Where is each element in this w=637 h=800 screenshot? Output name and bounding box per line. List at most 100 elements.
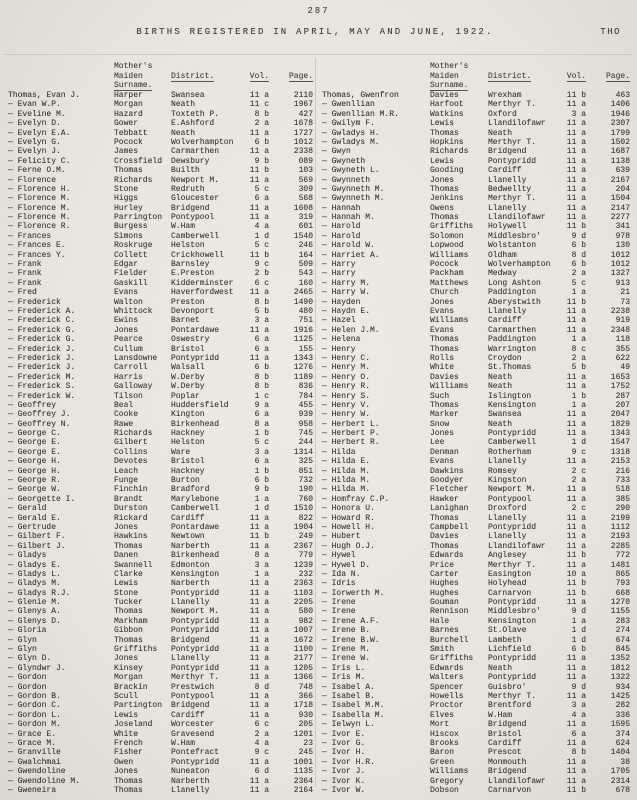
volume: 9 d	[571, 231, 586, 241]
table-row: — Gwynneth M. Thomas Bedwellty 11 a 204	[322, 185, 630, 194]
volume: 11 a	[249, 203, 269, 213]
page-ref: 2047	[610, 410, 630, 420]
page-ref: 580	[298, 607, 313, 617]
table-row: — Howard R. Thomas Llanelly 11 a 2199	[322, 514, 630, 523]
entry-name: — Frederick C.	[8, 316, 76, 326]
district: Worcester	[171, 720, 215, 730]
page-ref: 283	[615, 616, 630, 626]
page-ref: 1916	[293, 325, 313, 335]
volume: 1 d	[254, 231, 269, 241]
page-ref: 745	[298, 429, 313, 439]
district: Nuneaton	[171, 767, 210, 777]
mother-maiden-surname: Richards	[114, 175, 153, 185]
mother-maiden-surname: Denman	[430, 447, 459, 457]
table-row: — Gordon M. Joseland Worcester 6 c 205	[8, 720, 313, 729]
mother-maiden-surname: Jones	[114, 325, 139, 335]
page-ref: 822	[298, 513, 313, 523]
volume: 8 b	[254, 109, 269, 119]
page-ref: 130	[615, 241, 630, 251]
entry-name: — Haydn E.	[322, 306, 371, 316]
entry-name: — Florence	[8, 175, 57, 185]
district: Monmouth	[488, 757, 527, 767]
mother-maiden-surname: Williams	[430, 250, 469, 260]
entry-name: Thomas, Gwenfron	[322, 91, 399, 100]
volume: 8 b	[254, 382, 269, 392]
entry-name: — Gwladys M.	[322, 137, 380, 147]
district: Burton	[171, 476, 200, 486]
table-row: — Gwenllian M.R. Watkins Oxford 3 a 1946	[322, 110, 630, 119]
table-row: — Iris M. Walters Pontypridd 11 a 1322	[322, 673, 630, 682]
mother-maiden-surname: Proctor	[430, 701, 464, 711]
page-ref: 427	[298, 109, 313, 119]
table-row: — Evelyn D. Gower E.Ashford 2 a 1678	[8, 119, 313, 128]
page-ref: 569	[298, 175, 313, 185]
district: Paddington	[488, 335, 537, 345]
volume: 6 c	[254, 720, 269, 730]
mother-maiden-surname: Dobson	[430, 785, 459, 795]
page-ref: 1343	[293, 353, 313, 363]
entry-name: — Glyn	[8, 635, 37, 645]
volume: 11 a	[249, 541, 269, 551]
page-ref: 1125	[293, 335, 313, 345]
entry-name: — Gladys M.	[8, 579, 61, 589]
entry-name: — Iorwerth M.	[322, 588, 385, 598]
mother-maiden-surname: Roskruge	[114, 241, 153, 251]
mother-maiden-surname: Church	[430, 288, 459, 298]
mother-maiden-surname: Barnes	[430, 626, 459, 636]
entry-name: — George H.	[8, 466, 61, 476]
mother-maiden-surname: Gooding	[430, 166, 464, 176]
page-ref: 836	[298, 382, 313, 392]
entry-name: — Hywel	[322, 551, 356, 561]
page-ref: 2205	[293, 598, 313, 608]
volume: 11 a	[566, 494, 586, 504]
mother-maiden-surname: Stone	[114, 588, 139, 598]
table-row: — Gerald E. Rickard Cardiff 11 a 822	[8, 514, 313, 523]
page-ref: 1705	[610, 767, 630, 777]
table-row: — Honora U. Lanighan Droxford 2 c 290	[322, 504, 630, 513]
district: Middlesbro'	[488, 607, 541, 617]
page-ref: 204	[615, 184, 630, 194]
entry-name: — Frederick M.	[8, 372, 76, 382]
mother-maiden-surname: Hughes	[430, 579, 459, 589]
volume: 11 b	[249, 166, 269, 176]
district: Pontardawe	[171, 522, 220, 532]
entry-name: — Henry S.	[322, 391, 371, 401]
page-ref: 1343	[610, 429, 630, 439]
table-row: — Frances E. Roskruge Helston 5 c 246	[8, 241, 313, 250]
table-row: — Iris L. Edwards Neath 11 a 1812	[322, 664, 630, 673]
left-column-headers: Mother's Maiden Surname. District. Vol. …	[8, 56, 313, 92]
entry-name: — Ivor K.	[322, 776, 366, 786]
entry-name: — Iris L.	[322, 663, 366, 673]
mother-maiden-surname: Goodyer	[430, 476, 464, 486]
table-row: — Gladys R.J. Stone Pontypridd 11 a 1103	[8, 589, 313, 598]
entry-name: — Ivor H.	[322, 748, 366, 758]
page-ref: 309	[298, 184, 313, 194]
page-ref: 1189	[293, 372, 313, 382]
page-ref: 760	[298, 494, 313, 504]
page-ref: 751	[298, 316, 313, 326]
header-mothers-maiden-surname: Mother's Maiden Surname.	[114, 62, 153, 92]
table-row: — Frederick J. Cullum Bristol 6 a 155	[8, 345, 313, 354]
page-ref: 2363	[293, 579, 313, 589]
entry-name: — George R.	[8, 476, 61, 486]
page-ref: 1608	[293, 203, 313, 213]
table-row: — Gordon Morgan Merthyr T. 11 a 1366	[8, 673, 313, 682]
entry-name: — Frederick W.	[8, 391, 76, 401]
mother-maiden-surname: Evans	[430, 306, 455, 316]
district: Swansea	[171, 91, 205, 100]
district: Marylebone	[171, 494, 220, 504]
district: Llanelly	[488, 175, 527, 185]
district: Bridgend	[171, 203, 210, 213]
district: Aberystwith	[488, 297, 541, 307]
volume: 11 a	[249, 598, 269, 608]
page-ref: 2348	[610, 325, 630, 335]
table-row: — Florence H. Stone Redruth 5 c 309	[8, 185, 313, 194]
page-ref: 1727	[293, 128, 313, 138]
mother-maiden-surname: Packham	[430, 269, 464, 279]
mother-maiden-surname: Lanighan	[430, 504, 469, 514]
district: Islington	[488, 391, 532, 401]
table-row: — Helen J.M. Evans Carmarthen 11 a 2348	[322, 326, 630, 335]
entry-name: — Hywel D.	[322, 560, 371, 570]
page-ref: 1946	[610, 109, 630, 119]
volume: 11 a	[566, 156, 586, 166]
